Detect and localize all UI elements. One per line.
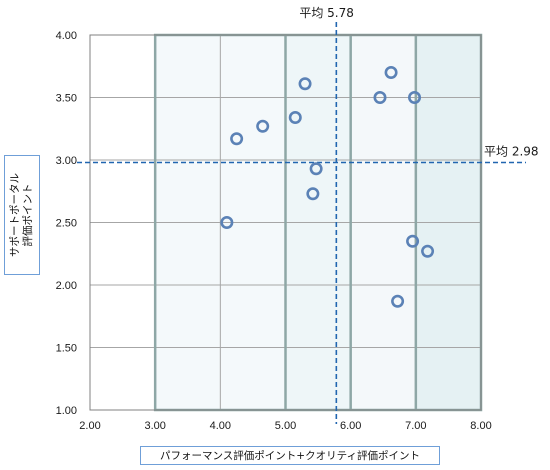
y-tick-label-3: 2.00 (56, 280, 77, 292)
data-point-12 (421, 244, 435, 258)
data-point-8 (373, 91, 387, 105)
data-point-10 (408, 91, 422, 105)
x-tick-label-1: 2.00 (79, 420, 100, 432)
y-axis-title-box: サポートポータル 評価ポイント (4, 155, 40, 275)
grid-layer (89, 33, 483, 412)
y-tick-label-1: 1.00 (56, 405, 77, 417)
point-layer (220, 66, 435, 308)
data-point-2 (230, 132, 244, 146)
tick-layer: 2.00 3.00 4.00 5.00 6.00 7.00 8.00 1.00 1.50 2.00… (56, 30, 492, 432)
y-axis-title: サポートポータル 評価ポイント (9, 173, 35, 257)
y-tick-label-7: 4.00 (56, 30, 77, 42)
data-point-1 (220, 216, 234, 230)
data-point-6 (306, 187, 320, 201)
data-point-3 (256, 119, 270, 133)
x-axis-title: パフォーマンス評価ポイント+クオリティ評価ポイント (140, 446, 440, 465)
data-point-4 (288, 111, 302, 125)
x-tick-label-2: 3.00 (144, 420, 165, 432)
y-axis-title-line-1: サポートポータル (9, 173, 21, 257)
data-point-11 (406, 234, 420, 248)
y-tick-label-5: 3.00 (56, 155, 77, 167)
y-axis-title-line-2: 評価ポイント (22, 183, 34, 247)
data-point-9 (384, 66, 398, 80)
x-tick-label-7: 8.00 (470, 420, 491, 432)
average-x-label: 平均 5.78 (299, 6, 354, 20)
x-tick-label-4: 5.00 (275, 420, 296, 432)
plot-frame (89, 34, 482, 411)
y-tick-label-4: 2.50 (56, 218, 77, 230)
y-tick-label-2: 1.50 (56, 343, 77, 355)
y-tick-label-6: 3.50 (56, 93, 77, 105)
data-point-7 (309, 162, 323, 176)
x-tick-label-6: 7.00 (405, 420, 426, 432)
data-point-13 (391, 294, 405, 308)
x-tick-label-5: 6.00 (340, 420, 361, 432)
x-tick-label-3: 4.00 (210, 420, 231, 432)
average-y-label: 平均 2.98 (484, 145, 539, 159)
data-point-5 (298, 77, 312, 91)
average-layer: 平均 5.78 平均 2.98 (77, 6, 539, 424)
